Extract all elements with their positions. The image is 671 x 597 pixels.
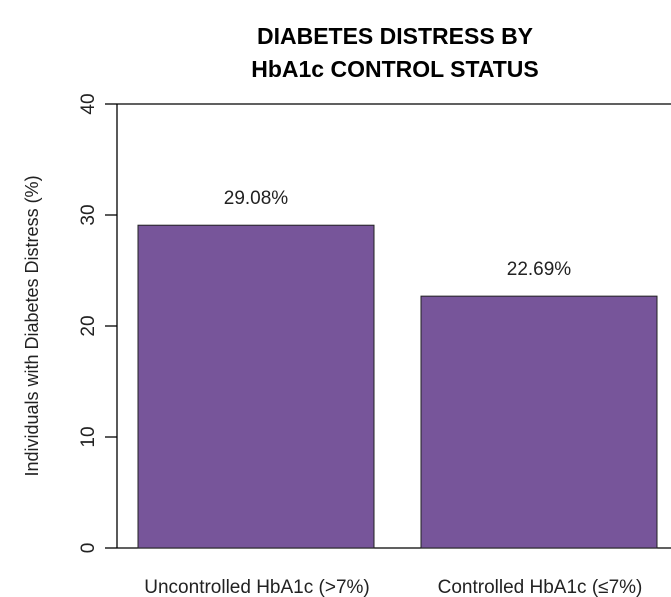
chart-title-line-1: DIABETES DISTRESS BY (257, 23, 533, 49)
y-tick-label: 20 (78, 315, 99, 336)
x-category-label: Uncontrolled HbA1c (>7%) (144, 577, 369, 597)
bar-2 (420, 295, 658, 549)
x-category-label: Controlled HbA1c (≤7%) (438, 577, 643, 597)
y-tick-label: 0 (78, 543, 99, 554)
chart-title: DIABETES DISTRESS BY HbA1c CONTROL STATU… (251, 23, 539, 82)
plot-area: 0 10 20 30 40 29.08% Uncontrolled HbA1c (>7%) 2… (78, 93, 671, 597)
bar-1 (137, 224, 375, 549)
bar-value-label: 29.08% (224, 188, 289, 209)
y-tick-label: 30 (78, 204, 99, 225)
y-tick-label: 10 (78, 426, 99, 447)
y-axis-title: Individuals with Diabetes Distress (%) (22, 175, 42, 476)
y-tick-label: 40 (78, 93, 99, 114)
chart-title-line-2: HbA1c CONTROL STATUS (251, 56, 539, 82)
bar-value-label: 22.69% (507, 259, 572, 280)
